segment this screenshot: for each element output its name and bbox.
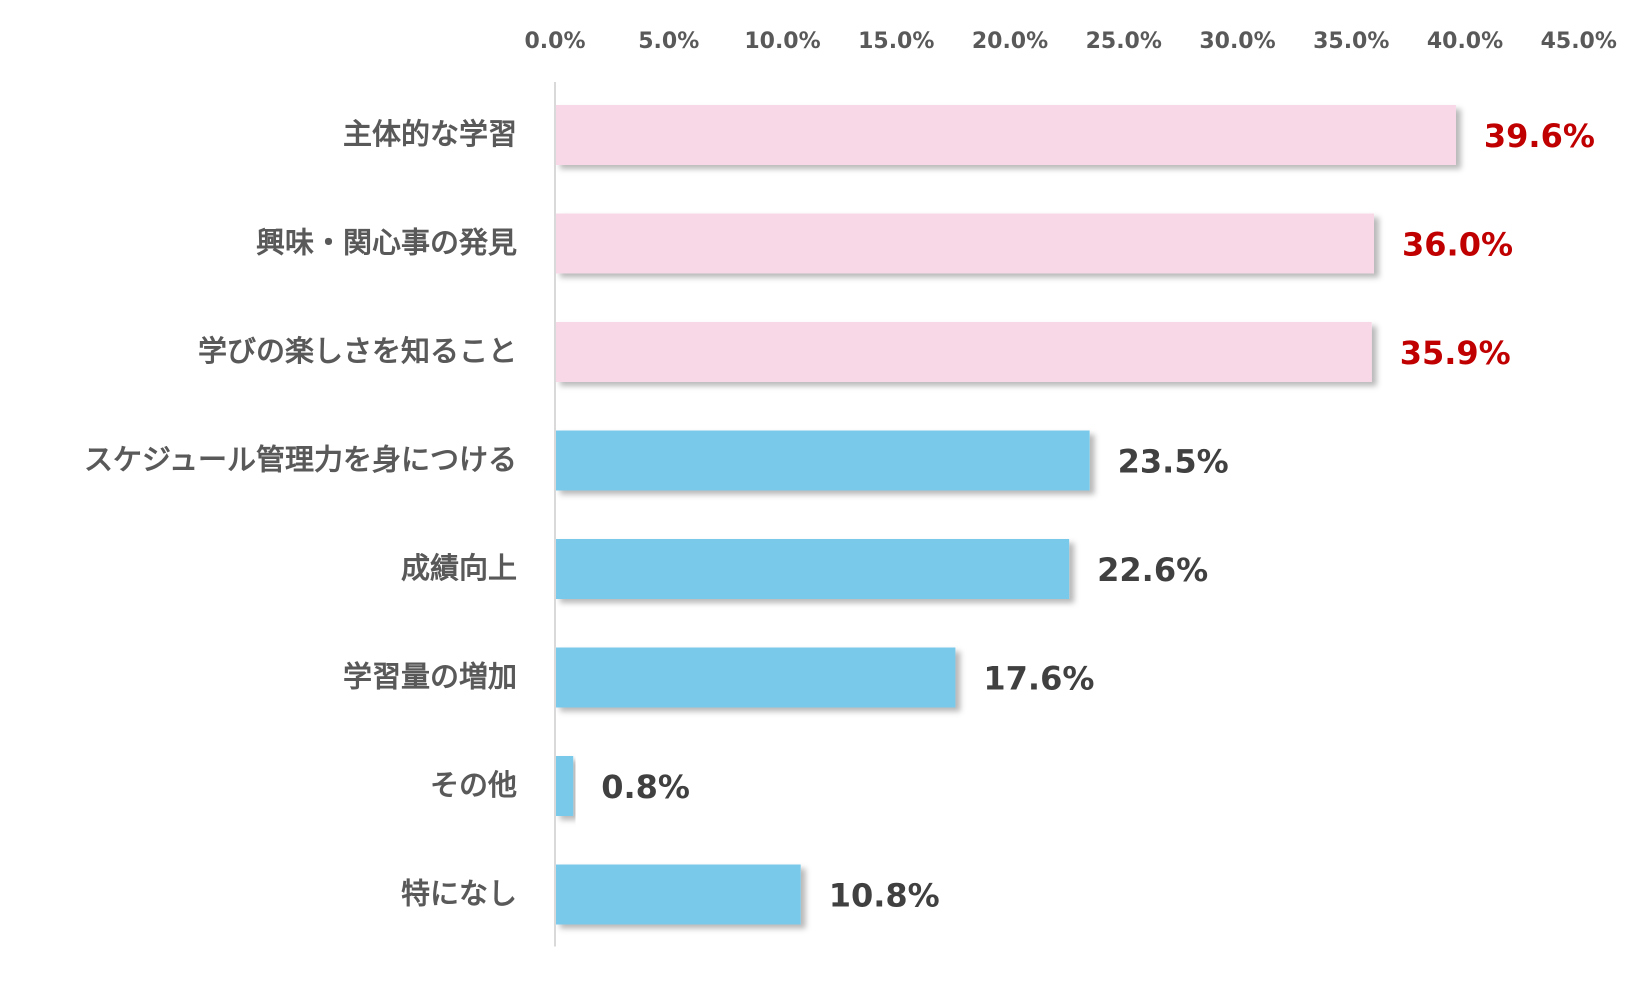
value-labels: 39.6% 36.0% 35.9% 23.5% 22.6% 17.6% 0.8% 10.8% xyxy=(601,117,1595,915)
x-tick-label: 5.0% xyxy=(638,29,699,54)
bar xyxy=(555,756,574,816)
x-tick-label: 40.0% xyxy=(1427,29,1503,54)
category-label: 主体的な学習 xyxy=(343,117,517,151)
bar xyxy=(555,322,1372,382)
bars xyxy=(555,105,1456,925)
x-tick-label: 0.0% xyxy=(524,29,585,54)
bar xyxy=(555,864,801,925)
value-label: 35.9% xyxy=(1400,334,1511,372)
category-label: 成績向上 xyxy=(401,551,517,585)
category-label: スケジュール管理力を身につける xyxy=(84,443,517,477)
x-tick-label: 25.0% xyxy=(1086,29,1162,54)
value-label: 22.6% xyxy=(1097,551,1208,589)
x-tick-label: 15.0% xyxy=(858,29,934,54)
value-label: 10.8% xyxy=(829,877,940,915)
x-tick-label: 20.0% xyxy=(972,29,1048,54)
x-tick-label: 45.0% xyxy=(1541,29,1617,54)
x-tick-label: 10.0% xyxy=(744,29,820,54)
bar xyxy=(555,105,1456,165)
category-label: 興味・関心事の発見 xyxy=(256,226,517,260)
value-label: 36.0% xyxy=(1402,226,1513,264)
bar xyxy=(555,539,1070,599)
x-axis-ticks: 0.0% 5.0% 10.0% 15.0% 20.0% 25.0% 30.0% 35.0% 40… xyxy=(524,29,1616,54)
value-label: 23.5% xyxy=(1118,443,1229,481)
category-label: 特になし xyxy=(401,877,517,911)
category-labels: 主体的な学習興味・関心事の発見学びの楽しさを知ることスケジュール管理力を身につけ… xyxy=(84,117,517,911)
value-label: 0.8% xyxy=(601,768,690,806)
bar xyxy=(555,647,956,708)
value-label: 39.6% xyxy=(1484,117,1595,155)
bar xyxy=(555,430,1090,491)
category-label: 学びの楽しさを知ること xyxy=(198,334,517,368)
bar xyxy=(555,213,1374,274)
category-label: 学習量の増加 xyxy=(343,660,517,694)
x-tick-label: 30.0% xyxy=(1199,29,1275,54)
category-label: その他 xyxy=(430,768,517,802)
x-tick-label: 35.0% xyxy=(1313,29,1389,54)
value-label: 17.6% xyxy=(983,660,1094,698)
